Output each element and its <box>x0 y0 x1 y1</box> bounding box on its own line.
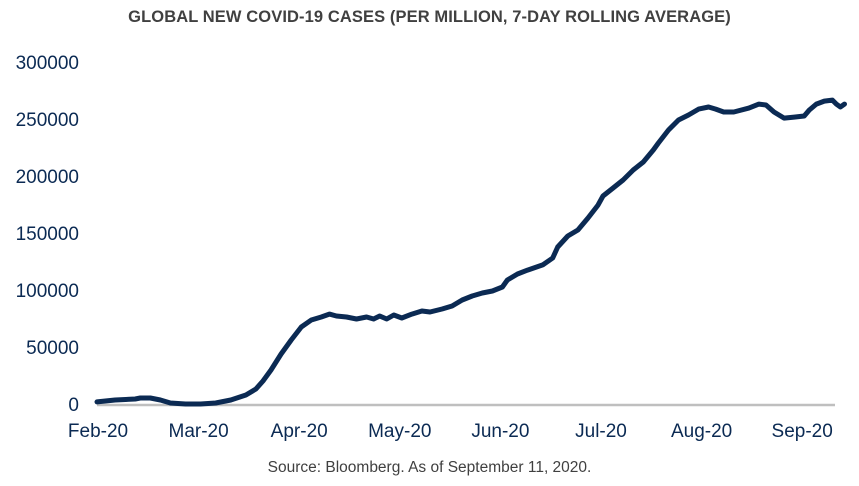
x-tick-label: Apr-20 <box>271 421 328 442</box>
y-tick-label: 100000 <box>16 281 79 302</box>
x-tick-label: Sep-20 <box>772 421 833 442</box>
y-tick-label: 50000 <box>26 338 79 359</box>
x-tick-label: Feb-20 <box>68 421 128 442</box>
x-tick-label: Jun-20 <box>471 421 529 442</box>
y-axis-ticks: 300000 250000 200000 150000 100000 50000 0 <box>16 53 79 416</box>
x-axis-ticks: Feb-20 Mar-20 Apr-20 May-20 Jun-20 Jul-20 Aug-… <box>68 421 833 442</box>
x-tick-label: Mar-20 <box>169 421 229 442</box>
x-tick-label: Aug-20 <box>671 421 732 442</box>
y-tick-label: 250000 <box>16 110 79 131</box>
x-tick-label: Jul-20 <box>575 421 627 442</box>
y-tick-label: 150000 <box>16 224 79 245</box>
chart-title: GLOBAL NEW COVID-19 CASES (PER MILLION, … <box>128 8 731 26</box>
series-line <box>94 97 847 407</box>
x-tick-label: May-20 <box>368 421 431 442</box>
source-note: Source: Bloomberg. As of September 11, 2… <box>267 459 592 476</box>
y-tick-label: 300000 <box>16 53 79 74</box>
y-tick-label: 0 <box>68 395 79 416</box>
y-tick-label: 200000 <box>16 167 79 188</box>
